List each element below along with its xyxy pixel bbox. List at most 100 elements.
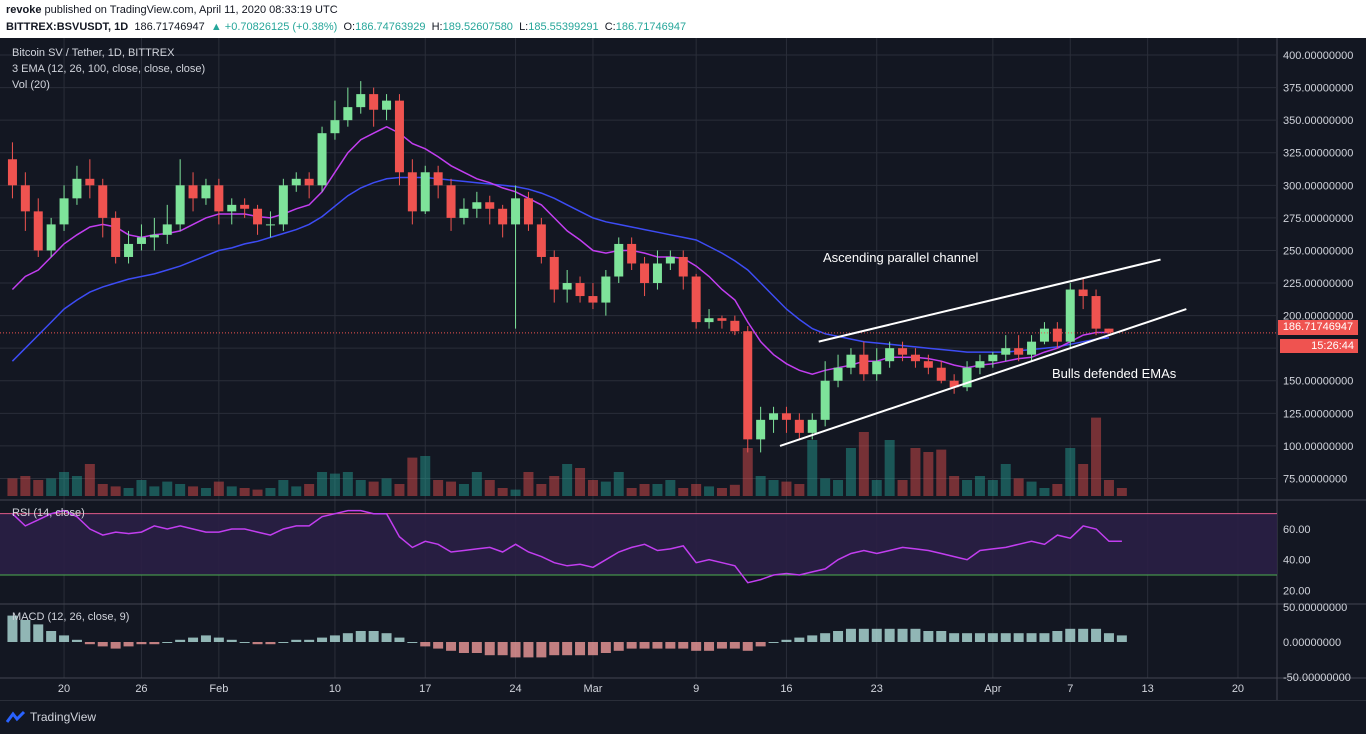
volume-bar [1065, 448, 1076, 496]
volume-bar [84, 464, 95, 496]
macd-hist-bar [355, 631, 366, 642]
price-tick-label: 125.00000000 [1283, 408, 1353, 420]
macd-hist-bar [252, 642, 263, 645]
candle-body [343, 107, 353, 121]
channel-lower-line [779, 308, 1187, 447]
macd-hist-bar [175, 639, 186, 642]
macd-hist-bar [910, 628, 921, 642]
price-tick-label: 100.00000000 [1283, 441, 1353, 453]
macd-hist-bar [575, 642, 586, 656]
volume-bar [175, 484, 186, 496]
publish-info: published on TradingView.com, April 11, … [41, 4, 338, 16]
candle-body [1078, 289, 1088, 297]
macd-hist-bar [446, 642, 457, 651]
volume-bar [1052, 484, 1063, 496]
macd-hist-bar [600, 642, 611, 653]
publish-header: revoke published on TradingView.com, Apr… [0, 0, 1366, 38]
candle-body [1027, 341, 1037, 355]
candle-body [265, 224, 275, 226]
candle-body [601, 276, 611, 303]
volume-bar [317, 472, 328, 496]
candle-body [756, 419, 766, 440]
candle-body [20, 185, 30, 212]
macd-hist-bar [562, 642, 573, 656]
volume-bar [1013, 478, 1024, 496]
candle-body [46, 224, 56, 251]
price-tick-label: 400.00000000 [1283, 50, 1353, 62]
volume-bar [742, 448, 753, 496]
ema-fast-line [11, 125, 1109, 375]
macd-hist-bar [613, 642, 624, 651]
macd-hist-bar [71, 639, 82, 642]
volume-bar [510, 489, 521, 496]
volume-bar [342, 472, 353, 496]
macd-hist-bar [549, 642, 560, 656]
macd-hist-bar [59, 635, 70, 642]
candle-body [549, 256, 559, 290]
candle-body [304, 178, 314, 186]
volume-bar [1116, 488, 1127, 496]
volume-bar [626, 488, 637, 496]
volume-bar [768, 480, 779, 496]
macd-hist-bar [188, 637, 199, 642]
candle-body [317, 133, 327, 186]
macd-hist-bar [278, 642, 289, 643]
macd-hist-bar [433, 642, 444, 649]
bulls-annotation: Bulls defended EMAs [1052, 366, 1177, 381]
volume-bar [536, 484, 547, 496]
ema-legend: 3 EMA (12, 26, 100, close, close, close) [12, 63, 206, 75]
price-chart[interactable]: 400.00000000 375.00000000 350.00000000 325.… [0, 38, 1366, 700]
time-tick-label: 17 [419, 683, 431, 695]
volume-bar [858, 432, 869, 496]
macd-hist-bar [1065, 628, 1076, 642]
time-tick-label: 13 [1142, 683, 1154, 695]
volume-bar [794, 484, 805, 496]
volume-bar [149, 486, 160, 496]
volume-bar [987, 480, 998, 496]
high-value: 189.52607580 [442, 21, 513, 33]
candle-body [201, 185, 211, 199]
macd-hist-bar [1039, 633, 1050, 642]
candle-body [175, 185, 185, 225]
candle-body [111, 217, 121, 257]
price-tick-label: 300.00000000 [1283, 180, 1353, 192]
volume-bar [71, 476, 82, 496]
volume-bar [33, 480, 44, 496]
macd-hist-bar [1052, 631, 1063, 642]
price-tick-label: 150.00000000 [1283, 376, 1353, 388]
candle-body [652, 263, 662, 284]
candle-body [575, 283, 585, 297]
macd-hist-bar [33, 624, 44, 642]
volume-bar [820, 478, 831, 496]
price-tick-label: 250.00000000 [1283, 245, 1353, 257]
candle-body [253, 208, 263, 225]
candle-body [536, 224, 546, 257]
tradingview-logo[interactable]: TradingView [6, 710, 96, 724]
macd-hist-bar [200, 635, 211, 642]
candle-body [898, 348, 908, 355]
brand-text: TradingView [30, 710, 97, 724]
price-tick-label: 375.00000000 [1283, 83, 1353, 95]
volume-bar [200, 488, 211, 496]
candle-body [394, 100, 404, 173]
candle-body [446, 185, 456, 218]
candle-body [1052, 328, 1062, 342]
volume-bar [781, 481, 792, 496]
macd-hist-bar [7, 615, 18, 642]
candle-body [717, 318, 727, 321]
macd-hist-bar [1078, 628, 1089, 642]
volume-bar [394, 484, 405, 496]
macd-hist-bar [368, 631, 379, 642]
candle-body [7, 159, 17, 186]
publisher-name[interactable]: revoke [6, 4, 42, 16]
candle-body [923, 361, 933, 368]
rsi-line [11, 509, 1122, 584]
macd-hist-bar [123, 642, 134, 647]
macd-tick-label: 50.00000000 [1283, 602, 1347, 614]
volume-bar [278, 480, 289, 496]
candle-body [807, 419, 817, 433]
candle-body [433, 172, 443, 186]
macd-hist-bar [1000, 633, 1011, 642]
volume-bar [871, 480, 882, 496]
candle-body [420, 172, 430, 212]
